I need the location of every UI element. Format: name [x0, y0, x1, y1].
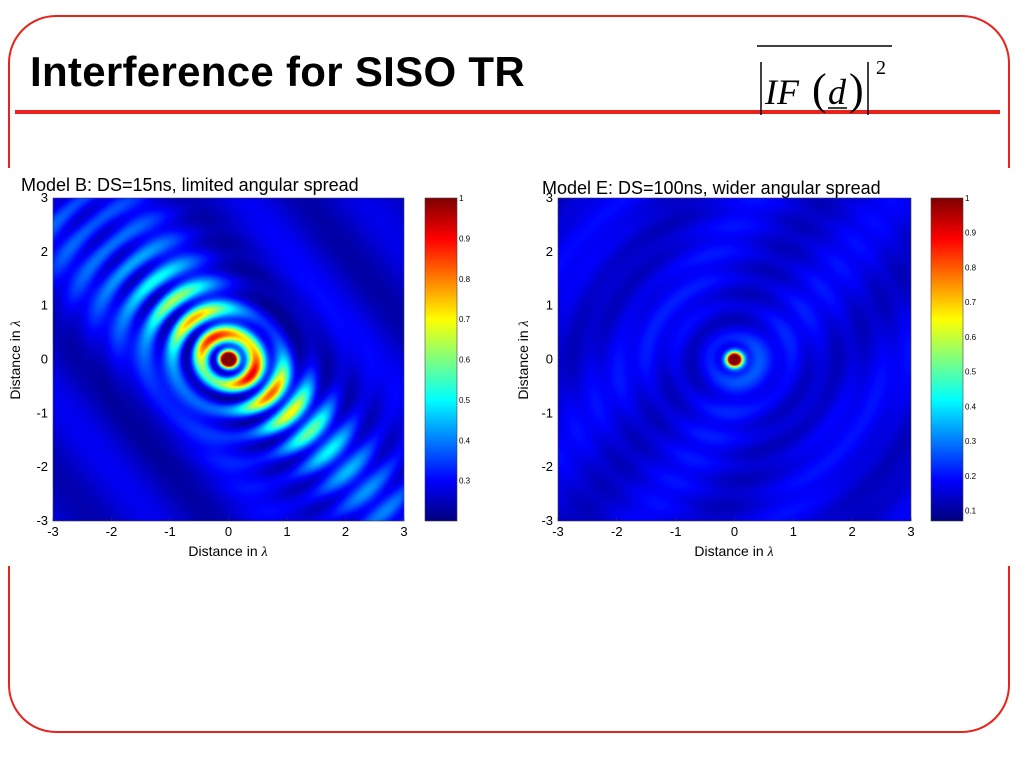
y-tick-label: 0	[546, 352, 553, 367]
x-tick-label: -1	[164, 524, 176, 539]
chart-title: Model E: DS=100ns, wider angular spread	[542, 178, 881, 198]
colorbar-tick-label: 0.9	[965, 229, 977, 238]
y-axis-label: Distance in λ	[7, 320, 24, 399]
colorbar-tick-label: 0.5	[965, 368, 977, 377]
colorbar-tick-label: 0.8	[459, 275, 471, 284]
plot-model-b: Model B: DS=15ns, limited angular spread…	[0, 168, 490, 568]
y-tick-label: 2	[546, 244, 553, 259]
colorbar-tick-label: 0.2	[965, 472, 977, 481]
x-tick-label: 1	[283, 524, 290, 539]
slide-title: Interference for SISO TR	[30, 48, 525, 95]
y-tick-label: 1	[546, 298, 553, 313]
formula-paren-right: )	[849, 65, 864, 114]
colorbar-tick-label: 0.7	[965, 298, 977, 307]
colorbar-tick-label: 0.7	[459, 315, 471, 324]
colorbar-tick-label: 1	[965, 194, 970, 203]
y-tick-label: -2	[36, 459, 48, 474]
formula-exponent: 2	[876, 57, 886, 79]
y-tick-label: 2	[41, 244, 48, 259]
formula: IF ( d ) 2	[757, 45, 892, 115]
x-tick-label: -3	[47, 524, 59, 539]
y-tick-label: 1	[41, 298, 48, 313]
y-tick-label: -3	[541, 513, 553, 528]
x-tick-label: 2	[342, 524, 349, 539]
colorbar-tick-label: 0.9	[459, 234, 471, 243]
colorbar-tick-label: 0.8	[965, 263, 977, 272]
x-tick-label: 1	[790, 524, 797, 539]
colorbar-border	[930, 197, 964, 522]
colorbar-tick-label: 0.3	[459, 477, 471, 486]
x-tick-label: -1	[670, 524, 682, 539]
y-tick-label: 3	[546, 190, 553, 205]
y-tick-label: 3	[41, 190, 48, 205]
y-axis-label-text: Distance in	[515, 330, 531, 399]
x-tick-label: -2	[611, 524, 623, 539]
x-tick-label: 2	[849, 524, 856, 539]
colorbar-tick-label: 0.3	[965, 437, 977, 446]
heatmap-canvas	[53, 198, 404, 521]
colorbar-tick-label: 0.4	[965, 402, 977, 411]
formula-paren-left: (	[812, 65, 827, 114]
formula-arg: d	[828, 72, 847, 112]
colorbar-tick-label: 0.6	[965, 333, 977, 342]
colorbar-canvas	[425, 198, 457, 521]
y-axis-label-symbol: λ	[517, 320, 532, 327]
colorbar-canvas	[931, 198, 963, 521]
x-axis-label-text: Distance in	[188, 543, 257, 559]
heatmap-canvas	[558, 198, 911, 521]
x-axis-label-symbol: λ	[261, 545, 268, 560]
x-tick-label: -3	[552, 524, 564, 539]
colorbar-tick-label: 0.6	[459, 356, 471, 365]
x-tick-label: 0	[225, 524, 232, 539]
y-tick-label: 0	[41, 352, 48, 367]
x-tick-label: 3	[907, 524, 914, 539]
colorbar-tick-label: 1	[459, 194, 464, 203]
title-rule	[15, 110, 1000, 114]
formula-base: IF	[764, 72, 800, 112]
y-tick-label: -1	[541, 405, 553, 420]
y-tick-label: -1	[36, 405, 48, 420]
plot-model-e: Model E: DS=100ns, wider angular spread …	[512, 168, 1002, 568]
x-axis-label-symbol: λ	[767, 545, 774, 560]
colorbar-tick-label: 0.5	[459, 396, 471, 405]
y-axis-label-symbol: λ	[9, 320, 24, 327]
x-tick-label: 3	[400, 524, 407, 539]
chart-title: Model B: DS=15ns, limited angular spread	[21, 175, 359, 195]
colorbar-tick-label: 0.4	[459, 436, 471, 445]
y-axis-label-text: Distance in	[7, 330, 23, 399]
y-axis-label: Distance in λ	[515, 320, 532, 399]
colorbar-tick-label: 0.1	[965, 507, 977, 516]
x-axis-label: Distance in λ	[694, 543, 773, 560]
colorbar-border	[424, 197, 458, 522]
x-tick-label: -2	[106, 524, 118, 539]
x-axis-label-text: Distance in	[694, 543, 763, 559]
x-axis-label: Distance in λ	[188, 543, 267, 560]
y-tick-label: -3	[36, 513, 48, 528]
x-tick-label: 0	[731, 524, 738, 539]
y-tick-label: -2	[541, 459, 553, 474]
